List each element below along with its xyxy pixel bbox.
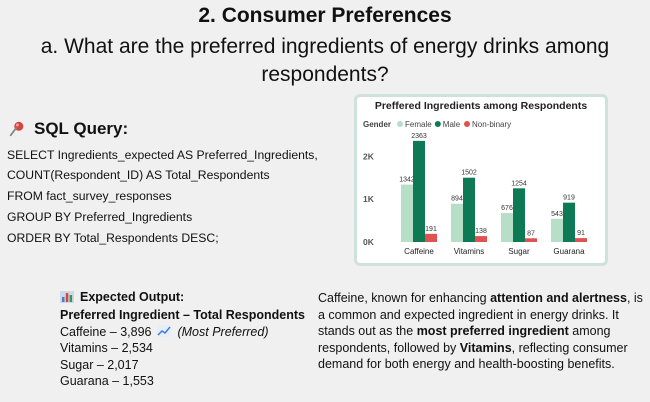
desc-emphasis: Vitamins xyxy=(459,340,512,355)
desc-text: , reflecting consumer demand for both en… xyxy=(318,340,628,372)
data-label: 919 xyxy=(563,195,575,202)
sql-line: SELECT Ingredients_expected AS Preferred… xyxy=(7,148,318,162)
data-label: 676 xyxy=(501,205,513,212)
insight-paragraph: Caffeine, known for enhancing attention … xyxy=(318,290,644,373)
output-row-note: (Most Preferred) xyxy=(177,324,269,339)
chart-bar xyxy=(525,238,537,242)
legend-title: Gender xyxy=(363,120,391,129)
chart-bar xyxy=(451,203,463,242)
data-label: 138 xyxy=(475,228,487,235)
chart-bar xyxy=(425,233,437,242)
data-label: 543 xyxy=(551,211,563,218)
sql-section-heading: SQL Query: xyxy=(8,119,128,139)
sql-line: ORDER BY Total_Respondents DESC; xyxy=(7,231,219,245)
legend-label: Non-binary xyxy=(472,120,511,129)
legend-label: Female xyxy=(405,120,432,129)
output-row: Vitamins – 2,534 xyxy=(60,341,153,355)
desc-text: among respondents, followed by xyxy=(318,324,611,355)
ingredients-bar-chart: Preffered Ingredients among Respondents G… xyxy=(363,100,588,256)
chart-bar xyxy=(413,140,425,242)
x-tick-label: Vitamins xyxy=(454,247,485,256)
data-label: 1254 xyxy=(511,180,527,187)
chart-bar xyxy=(475,236,487,242)
chart-bar xyxy=(463,177,475,242)
page-title: 2. Consumer Preferences xyxy=(198,4,452,27)
output-row: Caffeine – 3,896 (Most Preferred) xyxy=(60,324,305,341)
legend-label: Male xyxy=(443,120,461,129)
desc-emphasis: most preferred ingredient xyxy=(416,324,569,338)
x-tick-label: Guarana xyxy=(553,247,585,256)
y-tick-label: 2K xyxy=(363,151,375,161)
sql-line: GROUP BY Preferred_Ingredients xyxy=(7,210,193,224)
chart-bar xyxy=(575,238,587,242)
chart-title: Preffered Ingredients among Respondents xyxy=(375,100,588,112)
chart-bar xyxy=(551,218,563,242)
pin-icon xyxy=(9,121,24,137)
trend-up-icon xyxy=(157,324,171,337)
desc-text: Caffeine, known for enhancing xyxy=(318,291,491,305)
chart-bar xyxy=(401,184,413,242)
legend-swatch xyxy=(434,121,441,127)
sql-line: FROM fact_survey_responses xyxy=(7,189,172,203)
chart-bar xyxy=(501,213,513,242)
page-subtitle: a. What are the preferred ingredients of… xyxy=(40,35,610,86)
data-label: 91 xyxy=(577,230,585,237)
ingredients-chart-card: Preffered Ingredients among Respondents G… xyxy=(354,94,608,266)
output-row: Sugar – 2,017 xyxy=(60,357,139,372)
x-tick-label: Sugar xyxy=(508,247,530,256)
desc-emphasis: attention and alertness xyxy=(490,291,627,305)
output-row-text: Caffeine – 3,896 xyxy=(60,324,152,339)
sql-heading-label: SQL Query: xyxy=(34,119,129,138)
legend-swatch xyxy=(464,121,470,127)
data-label: 87 xyxy=(527,230,535,237)
sql-line: COUNT(Respondent_ID) AS Total_Respondent… xyxy=(7,168,270,182)
y-tick-label: 0K xyxy=(363,237,375,247)
data-label: 894 xyxy=(451,196,463,203)
data-label: 2363 xyxy=(411,133,427,140)
chart-bar xyxy=(563,202,575,242)
expected-output-list: Preferred Ingredient – Total Respondents… xyxy=(60,307,305,390)
data-label: 1342 xyxy=(399,177,415,184)
expected-output-label: Expected Output: xyxy=(80,290,185,304)
data-label: 1502 xyxy=(461,170,477,177)
legend-swatch xyxy=(397,121,403,127)
bar-chart-icon xyxy=(60,291,74,303)
data-label: 191 xyxy=(425,226,437,233)
y-tick-label: 1K xyxy=(363,194,375,204)
output-column-header: Preferred Ingredient – Total Respondents xyxy=(60,308,305,322)
desc-text: , is a common and expected ingredient in… xyxy=(318,291,643,338)
chart-bar xyxy=(513,188,525,242)
expected-output-heading: Expected Output: xyxy=(60,290,184,304)
output-row: Guarana – 1,553 xyxy=(60,374,154,388)
sql-code-block: SELECT Ingredients_expected AS Preferred… xyxy=(7,148,337,252)
x-tick-label: Caffeine xyxy=(404,247,434,256)
